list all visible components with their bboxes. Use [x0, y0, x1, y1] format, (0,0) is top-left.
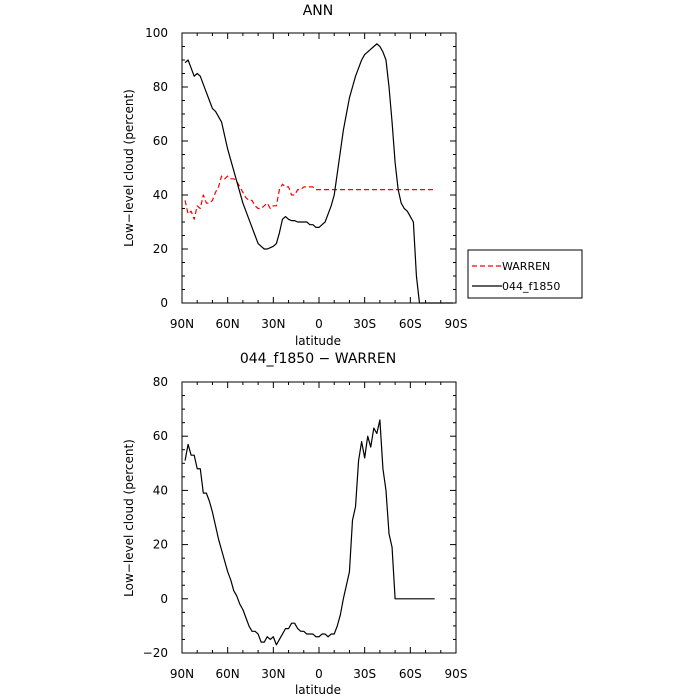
x-axis-label: latitude [295, 683, 341, 697]
bottom-panel: 044_f1850 − WARREN 90N 60N 30N 0 30S 60S 90S −… [122, 351, 467, 697]
legend-box [467, 249, 583, 299]
legend: WARREN 044_f1850 [467, 249, 583, 299]
y-tick-label: 0 [160, 592, 168, 606]
series-line-warren [184, 175, 435, 220]
x-tick-label: 60N [216, 317, 240, 331]
y-tick-label: 60 [153, 134, 168, 148]
y-tick-label: 80 [153, 375, 168, 389]
series-layer [184, 43, 453, 304]
y-tick-label: 80 [153, 80, 168, 94]
tick-marks [181, 381, 457, 654]
y-tick-label: 20 [153, 242, 168, 256]
y-tick-label: 0 [160, 296, 168, 310]
y-tick-label: 40 [153, 188, 168, 202]
x-axis-label: latitude [295, 334, 341, 348]
x-tick-label: 60N [216, 667, 240, 681]
x-tick-label: 30N [261, 317, 285, 331]
y-tick-label: −20 [143, 646, 168, 660]
x-tick-label: 60S [399, 667, 422, 681]
y-tick-label: 40 [153, 483, 168, 497]
y-tick-label: 100 [145, 26, 168, 40]
tick-marks [181, 32, 457, 304]
series-line-difference [184, 419, 435, 646]
legend-label-044-f1850: 044_f1850 [502, 280, 560, 293]
chart-title: ANN [303, 3, 334, 19]
y-tick-labels: −20 0 20 40 60 80 [143, 375, 168, 660]
x-tick-label: 30N [261, 667, 285, 681]
x-tick-label: 90S [445, 317, 468, 331]
x-tick-labels: 90N 60N 30N 0 30S 60S 90S [170, 317, 468, 331]
plot-frame [181, 381, 457, 654]
legend-label-warren: WARREN [502, 260, 550, 273]
x-tick-label: 90N [170, 667, 194, 681]
x-tick-labels: 90N 60N 30N 0 30S 60S 90S [170, 667, 468, 681]
x-tick-label: 60S [399, 317, 422, 331]
y-axis-label: Low−level cloud (percent) [122, 439, 136, 597]
chart-title: 044_f1850 − WARREN [240, 351, 396, 367]
x-tick-label: 30S [353, 667, 376, 681]
y-tick-labels: 0 20 40 60 80 100 [145, 26, 168, 310]
y-axis-label: Low−level cloud (percent) [122, 89, 136, 247]
series-line-044-f1850 [184, 43, 453, 304]
x-tick-label: 0 [315, 667, 323, 681]
y-tick-label: 20 [153, 538, 168, 552]
y-tick-label: 60 [153, 429, 168, 443]
top-panel: ANN 90N 60N 30N 0 30S 60S 90S 0 20 40 60 80 100 lat… [122, 3, 583, 348]
x-tick-label: 30S [353, 317, 376, 331]
plot-frame [181, 32, 457, 304]
x-tick-label: 90N [170, 317, 194, 331]
x-tick-label: 0 [315, 317, 323, 331]
x-tick-label: 90S [445, 667, 468, 681]
series-layer [184, 419, 435, 646]
